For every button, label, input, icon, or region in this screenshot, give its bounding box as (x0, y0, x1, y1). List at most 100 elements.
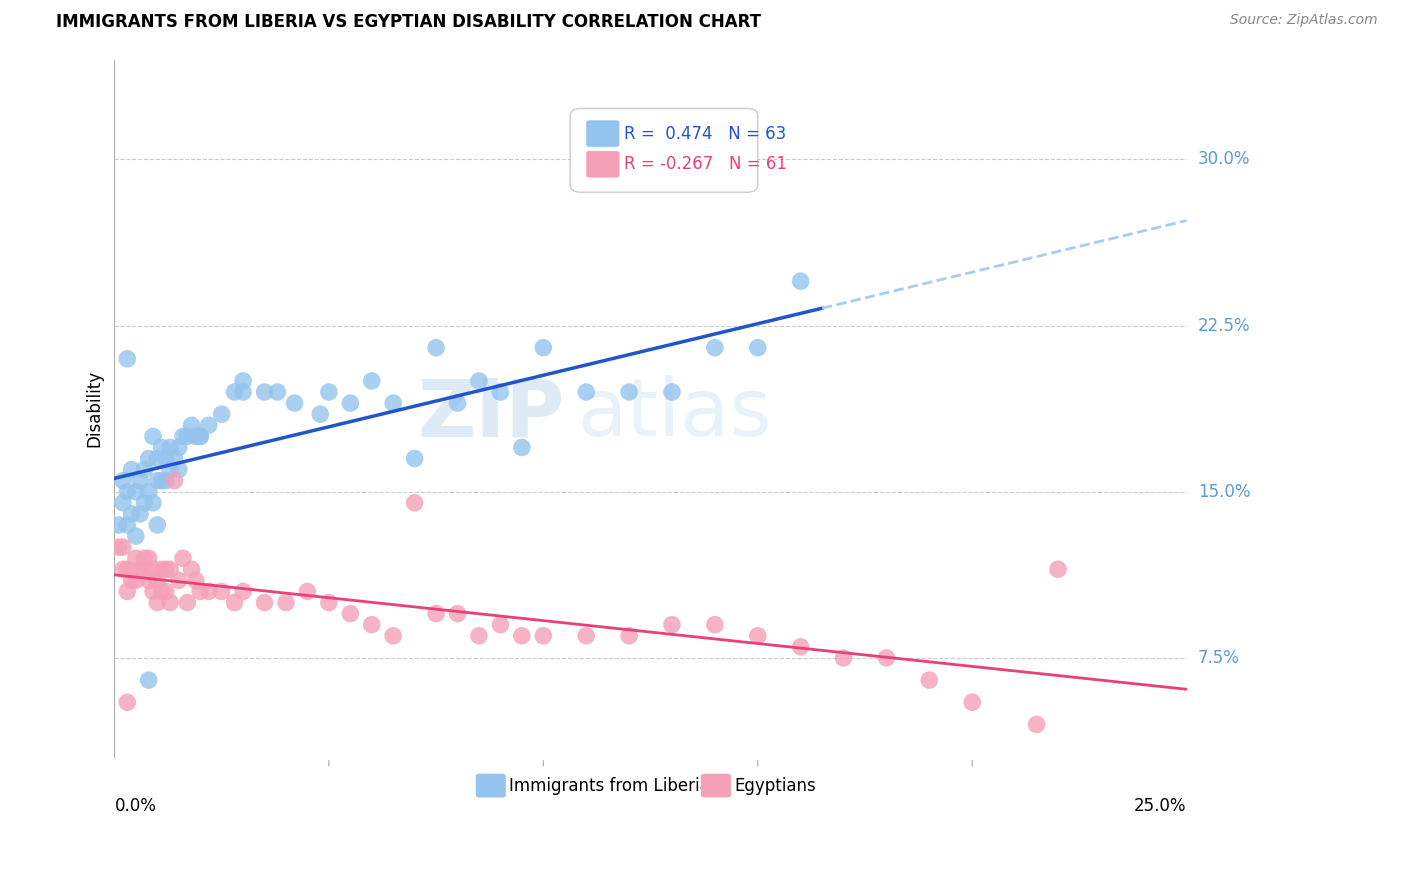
Point (107, 518, 129, 533)
Text: Immigrants from Liberia: Immigrants from Liberia (509, 777, 710, 795)
Point (163, 451, 186, 466)
Point (575, 629, 598, 643)
Point (107, 540, 129, 554)
Point (138, 451, 160, 466)
Point (125, 574, 148, 588)
Point (129, 507, 152, 521)
Point (121, 507, 143, 521)
Point (117, 518, 139, 533)
Point (146, 518, 169, 533)
Point (789, 274, 811, 288)
Text: IMMIGRANTS FROM LIBERIA VS EGYPTIAN DISABILITY CORRELATION CHART: IMMIGRANTS FROM LIBERIA VS EGYPTIAN DISA… (56, 13, 761, 31)
Point (155, 451, 177, 466)
Point (167, 441, 190, 455)
Point (163, 474, 186, 488)
Point (531, 629, 554, 643)
Point (138, 484, 160, 499)
Point (121, 574, 143, 588)
Point (875, 651, 897, 665)
Point (134, 496, 156, 510)
Point (172, 551, 194, 566)
Point (138, 551, 160, 566)
Point (155, 562, 177, 576)
Point (747, 629, 769, 643)
Point (253, 384, 276, 399)
Point (117, 584, 139, 599)
Point (142, 562, 165, 576)
Point (318, 384, 340, 399)
Point (446, 607, 468, 621)
Point (117, 351, 139, 366)
Point (703, 341, 725, 355)
Point (318, 595, 340, 609)
Point (224, 384, 246, 399)
Point (1025, 717, 1047, 731)
Point (150, 441, 173, 455)
Point (617, 384, 640, 399)
Point (159, 462, 181, 476)
Point (134, 562, 156, 576)
Point (188, 584, 211, 599)
Point (747, 341, 769, 355)
Point (232, 384, 254, 399)
Point (575, 384, 598, 399)
Point (111, 474, 134, 488)
Point (266, 384, 288, 399)
Point (661, 384, 683, 399)
Point (382, 629, 405, 643)
Point (180, 562, 202, 576)
Point (142, 584, 165, 599)
Point (360, 374, 382, 388)
Point (155, 584, 177, 599)
Y-axis label: Disability: Disability (86, 370, 103, 447)
Point (425, 341, 447, 355)
Point (167, 574, 190, 588)
Text: R =  0.474   N = 63: R = 0.474 N = 63 (624, 125, 786, 143)
Point (138, 673, 160, 687)
Point (167, 462, 190, 476)
Point (142, 496, 165, 510)
Point (129, 562, 152, 576)
Point (176, 429, 198, 443)
Point (111, 496, 134, 510)
Point (146, 451, 169, 466)
Point (146, 595, 169, 609)
Point (138, 574, 160, 588)
Point (617, 629, 640, 643)
Point (232, 374, 254, 388)
Point (489, 384, 512, 399)
Point (446, 396, 468, 410)
Point (125, 551, 148, 566)
Point (150, 562, 173, 576)
FancyBboxPatch shape (475, 773, 506, 797)
Point (188, 429, 211, 443)
Point (1046, 562, 1069, 576)
Point (125, 484, 148, 499)
Point (117, 562, 139, 576)
Text: Source: ZipAtlas.com: Source: ZipAtlas.com (1230, 13, 1378, 28)
Point (150, 584, 173, 599)
Point (184, 574, 207, 588)
Text: 22.5%: 22.5% (1198, 317, 1250, 334)
Point (531, 341, 554, 355)
Text: 15.0%: 15.0% (1198, 483, 1250, 500)
Point (197, 418, 219, 433)
Point (360, 617, 382, 632)
Text: 25.0%: 25.0% (1135, 797, 1187, 814)
FancyBboxPatch shape (586, 151, 620, 178)
Point (510, 441, 533, 455)
Point (510, 629, 533, 643)
Point (146, 474, 169, 488)
Point (142, 429, 165, 443)
Point (111, 540, 134, 554)
Point (224, 595, 246, 609)
Point (404, 496, 426, 510)
Point (468, 374, 491, 388)
Point (960, 695, 983, 709)
Point (129, 474, 152, 488)
Text: atlas: atlas (578, 376, 772, 453)
Point (159, 595, 181, 609)
Point (155, 474, 177, 488)
Point (159, 441, 181, 455)
Point (121, 462, 143, 476)
